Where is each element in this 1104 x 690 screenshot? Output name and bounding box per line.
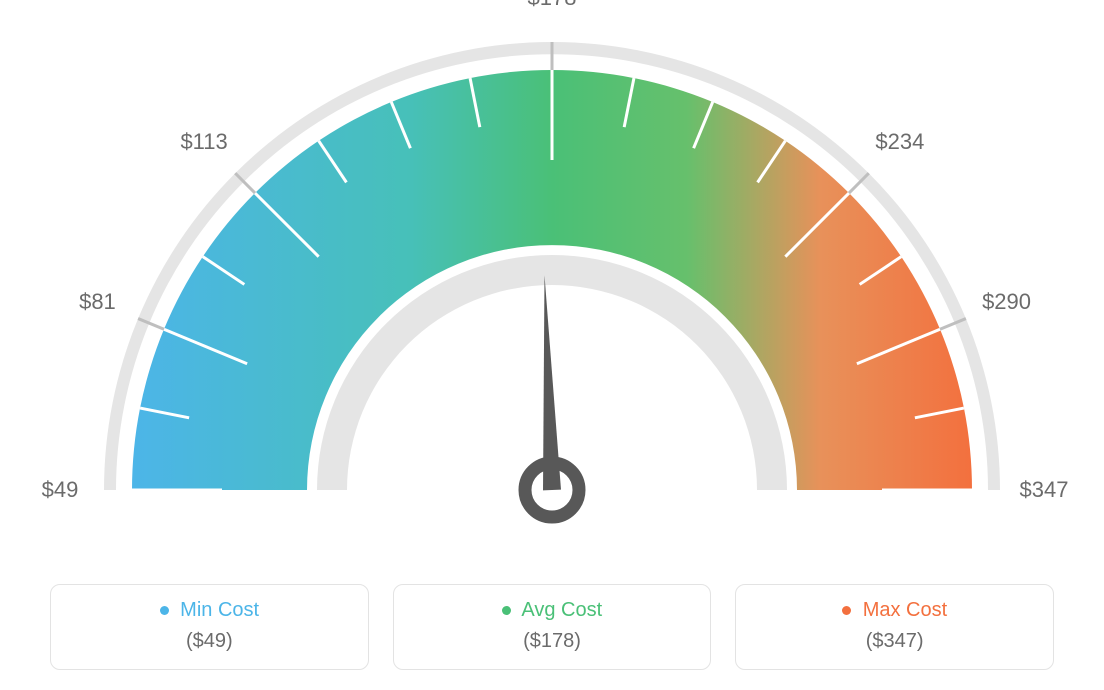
gauge-tick-label: $81 [79,289,116,315]
legend-card-avg: Avg Cost ($178) [393,584,712,670]
legend-value-max: ($347) [746,630,1043,653]
gauge-tick-label: $347 [1020,477,1069,503]
legend-card-min: Min Cost ($49) [50,584,369,670]
legend-label-min: Min Cost [180,599,259,621]
legend-row: Min Cost ($49) Avg Cost ($178) Max Cost … [50,584,1054,670]
legend-title-avg: Avg Cost [404,599,701,622]
legend-label-max: Max Cost [863,599,947,621]
legend-dot-avg [502,606,511,615]
gauge-svg [0,0,1104,560]
legend-dot-max [842,606,851,615]
gauge-tick-label: $290 [982,289,1031,315]
legend-label-avg: Avg Cost [521,599,602,621]
legend-title-min: Min Cost [61,599,358,622]
legend-card-max: Max Cost ($347) [735,584,1054,670]
cost-gauge: $49 $81 $113 $178 $234 $290 $347 [0,0,1104,560]
gauge-tick-label: $113 [180,129,227,155]
legend-value-min: ($49) [61,630,358,653]
gauge-tick-label: $234 [875,129,924,155]
legend-value-avg: ($178) [404,630,701,653]
gauge-tick-label: $49 [42,477,79,503]
legend-title-max: Max Cost [746,599,1043,622]
gauge-tick-label: $178 [528,0,577,11]
legend-dot-min [160,606,169,615]
